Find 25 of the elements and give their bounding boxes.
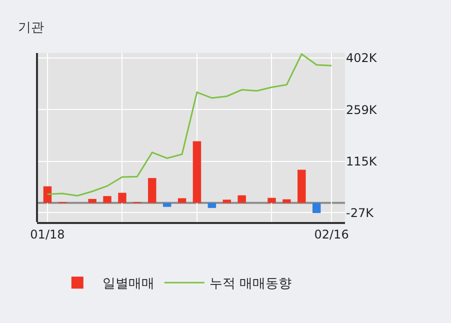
x-tick-label: 02/16 [314,227,349,242]
line-series [46,53,332,196]
bar [298,170,306,203]
chart-title: 기관 [18,20,44,36]
bar [222,200,231,203]
y-tick-label: -27K [346,206,375,220]
y-tick-label: 259K [346,102,378,117]
x-tick-label: 01/18 [30,227,65,242]
y-tick-label: 402K [346,51,378,66]
bar [192,141,202,203]
bar [238,195,246,203]
bar [148,178,156,203]
legend-label: 일별매매 [102,276,154,292]
bar [282,199,291,203]
bar [268,198,276,203]
bar [312,202,321,213]
bar [103,196,112,203]
bar [118,192,126,203]
bar [162,202,172,207]
y-tick-label: 115K [346,154,378,169]
legend-label: 누적 매매동향 [209,276,292,292]
bar [88,198,96,203]
bar [43,186,52,203]
bar [178,198,186,203]
bar [208,202,216,208]
